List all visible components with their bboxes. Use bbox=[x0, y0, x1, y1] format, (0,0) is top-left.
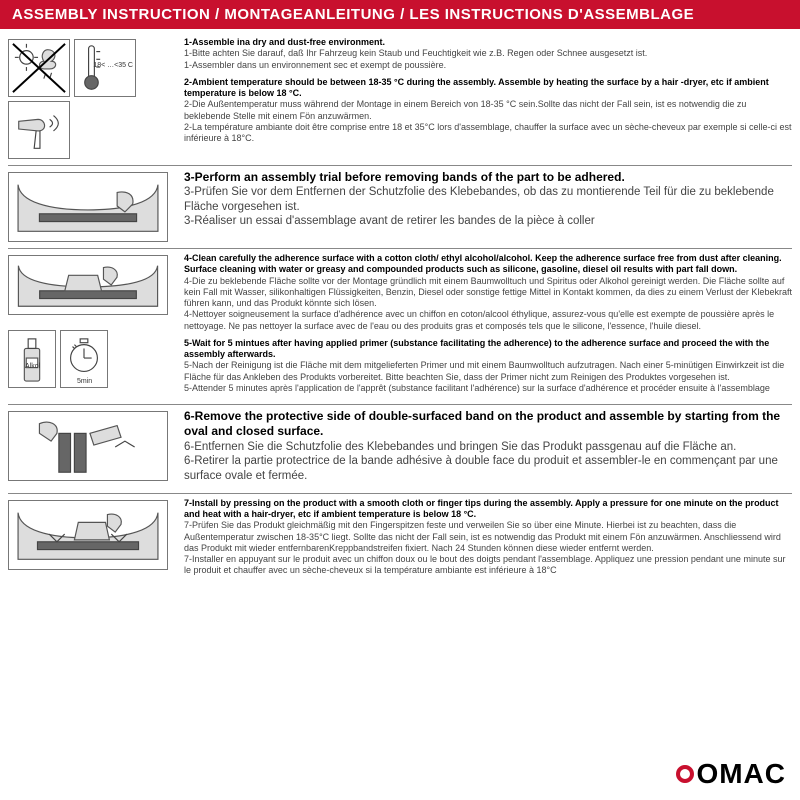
instruction-text: 3-Perform an assembly trial before remov… bbox=[178, 170, 792, 244]
temp-range-label: 18< …<35 C bbox=[93, 62, 133, 69]
step-line: 5-Nach der Reinigung ist die Fläche mit … bbox=[184, 360, 784, 381]
illustration-panel bbox=[8, 498, 178, 583]
instruction-row: 7-Install by pressing on the product wit… bbox=[8, 494, 792, 587]
step-block: 2-Ambient temperature should be between … bbox=[184, 77, 792, 145]
sun-rain-icon bbox=[8, 39, 70, 97]
step-block: 7-Install by pressing on the product wit… bbox=[184, 498, 792, 577]
hairdryer-icon bbox=[8, 101, 70, 159]
step-line: 5-Attender 5 minutes après l'application… bbox=[184, 383, 770, 393]
trial-fit-icon bbox=[8, 172, 168, 242]
instruction-text: 6-Remove the protective side of double-s… bbox=[178, 409, 792, 489]
peel-tape-icon bbox=[8, 411, 168, 481]
instruction-row: 18< …<35 C 1-Assemble ina dry and dust-f… bbox=[8, 33, 792, 166]
brand-name: OMAC bbox=[696, 758, 786, 790]
page-footer: OMAC bbox=[0, 752, 800, 800]
step-line: 6-Retirer la partie protectrice de la ba… bbox=[184, 455, 778, 481]
step-line: 2-Die Außentemperatur muss während der M… bbox=[184, 99, 746, 120]
instruction-text: 4-Clean carefully the adherence surface … bbox=[178, 253, 792, 400]
step-bold: 5-Wait for 5 mintues after having applie… bbox=[184, 338, 769, 359]
thermometer-icon: 18< …<35 C bbox=[74, 39, 136, 97]
instruction-content: 18< …<35 C 1-Assemble ina dry and dust-f… bbox=[0, 29, 800, 752]
step-line: 7-Prüfen Sie das Produkt gleichmäßig mit… bbox=[184, 520, 781, 553]
timer-label: 5min bbox=[77, 378, 92, 385]
instruction-text: 1-Assemble ina dry and dust-free environ… bbox=[178, 37, 792, 161]
step-line: 3-Prüfen Sie vor dem Entfernen der Schut… bbox=[184, 186, 774, 212]
cleaning-icon bbox=[8, 255, 168, 315]
brand-dot-icon bbox=[676, 765, 694, 783]
step-block: 1-Assemble ina dry and dust-free environ… bbox=[184, 37, 792, 71]
step-block: 5-Wait for 5 mintues after having applie… bbox=[184, 338, 792, 394]
step-bold: 3-Perform an assembly trial before remov… bbox=[184, 170, 625, 184]
step-bold: 4-Clean carefully the adherence surface … bbox=[184, 253, 782, 274]
step-line: 1-Bitte achten Sie darauf, daß Ihr Fahrz… bbox=[184, 48, 647, 58]
step-line: 4-Die zu beklebende Fläche sollte vor de… bbox=[184, 276, 792, 309]
illustration-panel bbox=[8, 409, 178, 489]
illustration-panel: Alkol 5min bbox=[8, 253, 178, 400]
page-header: ASSEMBLY INSTRUCTION / MONTAGEANLEITUNG … bbox=[0, 0, 800, 29]
illustration-panel bbox=[8, 170, 178, 244]
step-line: 2-La température ambiante doit être comp… bbox=[184, 122, 791, 143]
step-bold: 2-Ambient temperature should be between … bbox=[184, 77, 769, 98]
press-install-icon bbox=[8, 500, 168, 570]
timer-icon: 5min bbox=[60, 330, 108, 388]
instruction-row: 3-Perform an assembly trial before remov… bbox=[8, 166, 792, 249]
step-bold: 7-Install by pressing on the product wit… bbox=[184, 498, 779, 519]
step-bold: 6-Remove the protective side of double-s… bbox=[184, 409, 780, 438]
instruction-row: Alkol 5min 4-Clean carefully the adheren… bbox=[8, 249, 792, 405]
instruction-text: 7-Install by pressing on the product wit… bbox=[178, 498, 792, 583]
instruction-row: 6-Remove the protective side of double-s… bbox=[8, 405, 792, 494]
step-block: 6-Remove the protective side of double-s… bbox=[184, 409, 792, 483]
step-line: 3-Réaliser un essai d'assemblage avant d… bbox=[184, 215, 595, 227]
step-line: 6-Entfernen Sie die Schutzfolie des Kleb… bbox=[184, 441, 736, 453]
header-title: ASSEMBLY INSTRUCTION / MONTAGEANLEITUNG … bbox=[12, 6, 694, 23]
bottle-label: Alkol bbox=[25, 363, 40, 370]
step-block: 3-Perform an assembly trial before remov… bbox=[184, 170, 792, 229]
step-line: 1-Assembler dans un environnement sec et… bbox=[184, 60, 446, 70]
illustration-panel: 18< …<35 C bbox=[8, 37, 178, 161]
step-block: 4-Clean carefully the adherence surface … bbox=[184, 253, 792, 332]
step-line: 4-Nettoyer soigneusement la surface d'ad… bbox=[184, 309, 774, 330]
step-bold: 1-Assemble ina dry and dust-free environ… bbox=[184, 37, 385, 47]
brand-logo: OMAC bbox=[676, 758, 786, 790]
step-line: 7-Installer en appuyant sur le produit a… bbox=[184, 554, 785, 575]
alcohol-bottle-icon: Alkol bbox=[8, 330, 56, 388]
